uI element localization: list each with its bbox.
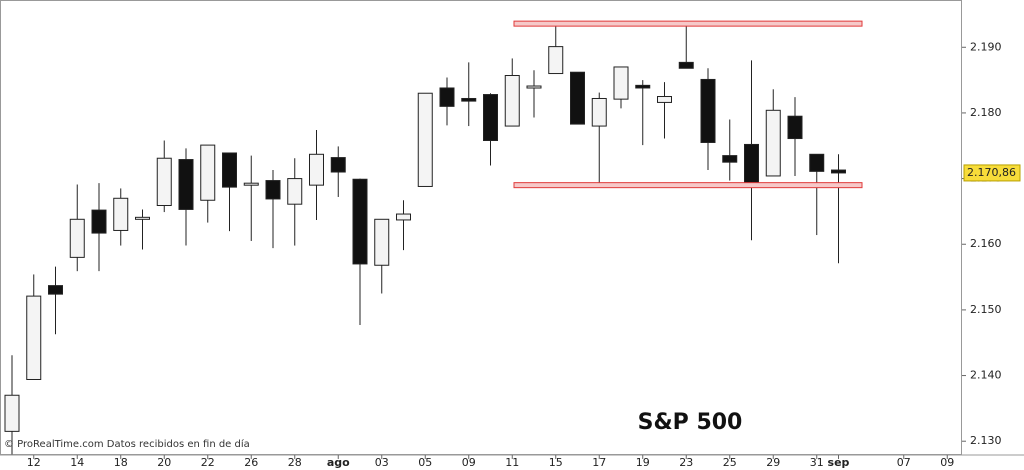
x-tick-label: 22 — [201, 456, 215, 469]
last-price-box — [963, 164, 1021, 182]
up-body — [526, 85, 542, 89]
down-body — [48, 285, 63, 295]
down-body — [570, 71, 585, 125]
x-tick-label: 15 — [549, 456, 563, 469]
x-tick-label: 25 — [723, 456, 737, 469]
x-tick-label: 05 — [418, 456, 432, 469]
x-tick-label: 09 — [940, 456, 954, 469]
down-body — [831, 169, 846, 174]
x-tick-label: 20 — [157, 456, 171, 469]
up-body — [156, 157, 172, 207]
down-body — [439, 87, 455, 107]
x-tick-label: 03 — [375, 456, 389, 469]
x-tick-label: 19 — [636, 456, 650, 469]
x-tick-label: 07 — [897, 456, 911, 469]
up-body — [135, 216, 150, 220]
down-body — [483, 94, 498, 142]
up-body — [113, 197, 129, 231]
y-tick-label: 2.150 — [970, 303, 1002, 316]
x-tick-label: 31 — [810, 456, 824, 469]
level-line — [513, 20, 863, 27]
x-tick-label: 23 — [679, 456, 693, 469]
down-body — [178, 159, 194, 210]
plot-area — [0, 0, 962, 455]
x-tick-label: sep — [828, 456, 850, 469]
down-body — [222, 152, 237, 188]
x-tick-label: 17 — [592, 456, 606, 469]
down-body — [635, 84, 651, 89]
x-tick-label: 12 — [27, 456, 41, 469]
up-body — [287, 178, 303, 205]
up-body — [374, 218, 390, 266]
x-tick-label: 11 — [505, 456, 519, 469]
up-body — [417, 92, 433, 187]
x-tick-label: 09 — [462, 456, 476, 469]
x-tick-label: 29 — [766, 456, 780, 469]
x-tick-label: 18 — [114, 456, 128, 469]
up-body — [657, 96, 672, 103]
down-body — [91, 209, 107, 234]
y-tick-label: 2.190 — [970, 40, 1002, 53]
down-body — [809, 153, 825, 172]
up-body — [243, 182, 259, 186]
up-body — [309, 153, 324, 186]
x-tick-label: 28 — [288, 456, 302, 469]
up-body — [548, 46, 564, 75]
up-body — [26, 295, 42, 380]
x-tick-label: ago — [327, 456, 350, 469]
down-body — [352, 178, 368, 265]
y-tick-label: 2.140 — [970, 369, 1002, 382]
down-body — [461, 97, 477, 102]
y-tick-label: 2.160 — [970, 237, 1002, 250]
x-tick-label: 14 — [70, 456, 84, 469]
source-note: © ProRealTime.com Datos recibidos en fin… — [4, 438, 250, 450]
down-body — [265, 180, 281, 200]
down-body — [700, 78, 716, 143]
down-body — [744, 143, 759, 184]
up-body — [591, 97, 607, 127]
down-body — [330, 157, 346, 173]
level-line — [513, 182, 863, 189]
up-body — [613, 66, 629, 100]
up-body — [200, 144, 216, 201]
up-body — [396, 213, 411, 221]
x-tick-label: 26 — [244, 456, 258, 469]
last-price-label: 2.170,86 — [967, 166, 1016, 179]
y-tick-label: 2.180 — [970, 106, 1002, 119]
down-body — [787, 115, 803, 140]
up-body — [765, 109, 781, 177]
chart-title: S&P 500 — [638, 410, 743, 435]
up-body — [4, 394, 20, 432]
up-body — [504, 75, 520, 127]
down-body — [722, 155, 738, 163]
up-body — [69, 218, 85, 258]
down-body — [678, 61, 694, 69]
y-tick-label: 2.130 — [970, 434, 1002, 447]
